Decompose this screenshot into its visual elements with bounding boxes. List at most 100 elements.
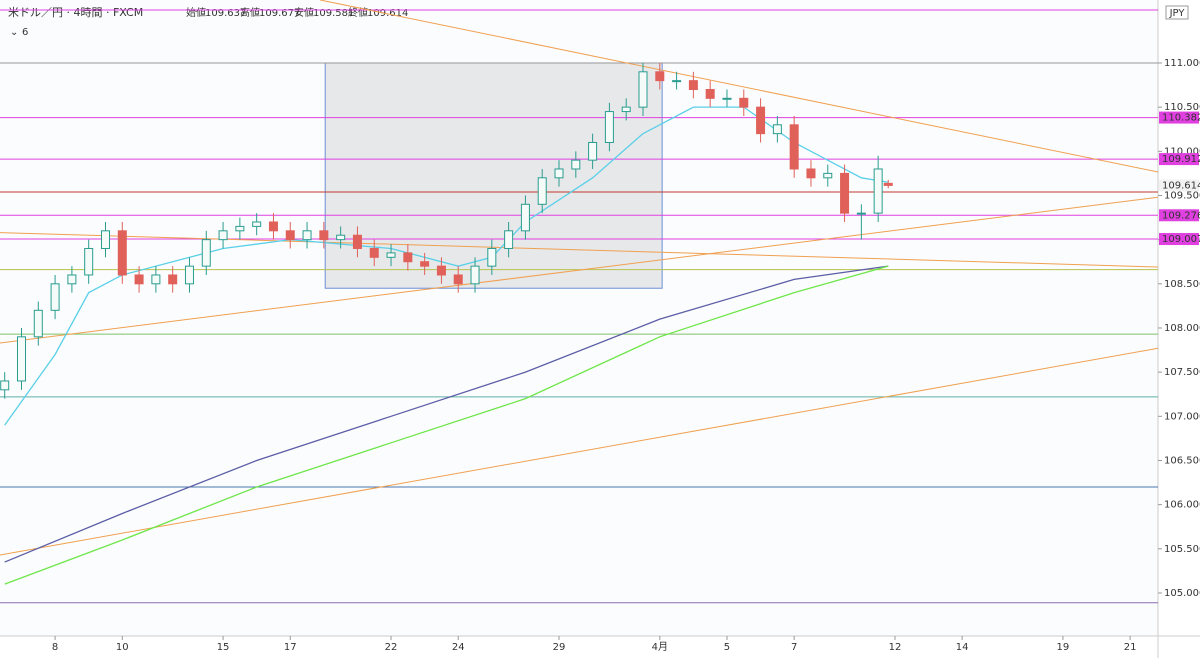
- candle-body: [268, 221, 278, 232]
- x-tick-label: 7: [791, 642, 797, 653]
- candle-body: [235, 225, 245, 232]
- x-tick-label: 24: [452, 642, 465, 653]
- candle-body: [823, 172, 833, 179]
- candle-body: [487, 247, 497, 267]
- y-tick-label: 110.500: [1164, 102, 1200, 113]
- level-tag: [1159, 153, 1199, 166]
- trendline: [0, 196, 1159, 344]
- candle-body: [386, 252, 396, 258]
- x-tick-label: 8: [52, 642, 58, 653]
- candle-body: [672, 80, 682, 83]
- candle-body: [856, 212, 866, 215]
- candle-body: [655, 71, 665, 82]
- last-price-tag: [1159, 179, 1199, 192]
- currency-tag: [1165, 5, 1189, 20]
- x-tick-label: 29: [553, 642, 566, 653]
- ohlc-label: 始値: [186, 6, 206, 19]
- y-tick-label: 105.500: [1164, 544, 1200, 555]
- x-tick-label: 15: [217, 642, 230, 653]
- candle-body: [33, 309, 43, 338]
- candle-body: [504, 230, 514, 249]
- x-tick-label: 14: [956, 642, 969, 653]
- candle-body: [436, 265, 446, 276]
- candle-body: [184, 265, 194, 285]
- candle-body: [756, 106, 766, 135]
- candle-body: [739, 97, 749, 108]
- candle-body: [403, 252, 413, 263]
- indicator-count: 6: [22, 27, 28, 38]
- x-tick-label: 22: [385, 642, 398, 653]
- candle-body: [688, 80, 698, 90]
- candle-body: [84, 247, 94, 276]
- candle-body: [17, 336, 27, 382]
- candle-body: [537, 177, 547, 205]
- candle-body: [772, 124, 782, 135]
- level-tag: [1159, 111, 1199, 124]
- ohlc-label: 安値: [294, 6, 314, 19]
- candle-body: [319, 230, 329, 241]
- y-tick-label: 108.500: [1164, 279, 1200, 290]
- indicator-toggle: ⌄: [10, 27, 18, 38]
- ohlc-value: 109.637: [205, 8, 246, 19]
- candle-body: [369, 247, 379, 258]
- candle-body: [100, 230, 110, 249]
- x-tick-label: 10: [116, 642, 129, 653]
- candle-body: [302, 230, 312, 241]
- candle-body: [453, 274, 463, 285]
- level-label: 109.276: [1162, 210, 1200, 221]
- x-tick-label: 4月: [652, 641, 668, 653]
- candle-body: [789, 124, 799, 170]
- candle-body: [117, 230, 127, 276]
- candle-body: [0, 380, 10, 391]
- candle-body: [840, 172, 850, 214]
- candle-body: [252, 221, 262, 227]
- ohlc-label: 高値: [240, 6, 260, 19]
- candle-body: [201, 239, 211, 267]
- candle-body: [336, 234, 346, 241]
- candle-body: [638, 71, 648, 108]
- x-tick-label: 19: [1057, 642, 1070, 653]
- trendline: [0, 347, 1159, 556]
- moving-average: [4, 265, 889, 563]
- candle-body: [50, 283, 60, 311]
- x-tick-label: 21: [1124, 642, 1137, 653]
- candle-body: [604, 111, 614, 143]
- x-tick-label: 5: [724, 642, 730, 653]
- symbol: 米ドル／円 · 4時間 · FXCM: [8, 6, 143, 19]
- candle-body: [168, 274, 178, 285]
- y-tick-label: 107.500: [1164, 367, 1200, 378]
- candle-body: [621, 106, 631, 113]
- ohlc-value: 109.581: [313, 8, 354, 19]
- candle-body: [806, 168, 816, 179]
- level-tag: [1159, 233, 1199, 246]
- candle-body: [151, 274, 161, 285]
- y-tick-label: 111.000: [1164, 58, 1200, 69]
- candle-body: [722, 97, 732, 100]
- candle-body: [554, 168, 564, 179]
- trendline: [0, 232, 1159, 268]
- candle-body: [420, 261, 430, 267]
- level-label: 109.912: [1162, 154, 1200, 165]
- candle-body: [705, 88, 715, 99]
- y-tick-label: 106.000: [1164, 500, 1200, 511]
- ohlc-value: 109.677: [259, 8, 300, 19]
- y-tick-label: 108.000: [1164, 323, 1200, 334]
- plot-bg: [0, 0, 1158, 636]
- candle-body: [571, 159, 581, 170]
- candle-body: [883, 182, 893, 186]
- candle-body: [134, 274, 144, 285]
- y-tick-label: 107.000: [1164, 411, 1200, 422]
- level-tag: [1159, 209, 1199, 222]
- x-tick-label: 17: [284, 642, 297, 653]
- last-price-label: 109.614: [1162, 180, 1200, 191]
- candle-body: [218, 230, 228, 241]
- level-label: 109.007: [1162, 234, 1200, 245]
- x-tick-label: 12: [889, 642, 902, 653]
- candle-body: [67, 274, 77, 285]
- level-label: 110.382: [1162, 113, 1200, 124]
- candle-body: [285, 230, 295, 241]
- y-tick-label: 106.500: [1164, 455, 1200, 466]
- candle-body: [873, 168, 883, 214]
